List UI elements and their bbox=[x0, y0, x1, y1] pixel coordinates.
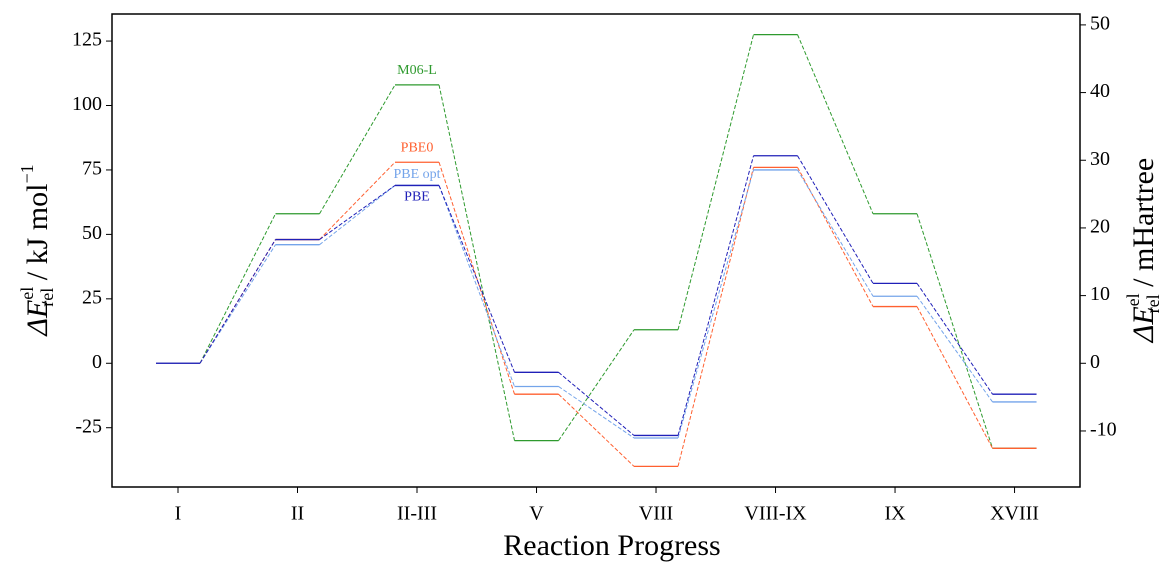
y2-label-sup: el bbox=[1123, 293, 1143, 306]
x-tick-label: VIII-IX bbox=[744, 503, 807, 525]
connector bbox=[916, 295, 993, 403]
x-axis-label: Reaction Progress bbox=[503, 529, 720, 562]
y-tick-label: 125 bbox=[72, 29, 102, 51]
y2-tick-label: 20 bbox=[1090, 216, 1110, 238]
y-tick-label: 100 bbox=[72, 93, 102, 115]
connector bbox=[438, 84, 516, 441]
connector bbox=[916, 306, 993, 449]
connector bbox=[916, 213, 994, 449]
connector bbox=[199, 244, 276, 364]
y2-axis-label: ΔEelrel / mHartree bbox=[1123, 158, 1163, 344]
x-tick-label: IX bbox=[884, 503, 906, 525]
connector bbox=[558, 329, 635, 441]
plot-frame bbox=[111, 13, 1081, 488]
series-label: PBE bbox=[404, 190, 430, 205]
connector bbox=[677, 169, 755, 439]
connector bbox=[558, 371, 635, 436]
y-tick-label: -25 bbox=[75, 415, 102, 437]
connector bbox=[916, 283, 993, 395]
y2-tick-label: 10 bbox=[1090, 283, 1110, 305]
y2-label-sub: rel bbox=[1143, 294, 1163, 313]
connector bbox=[677, 155, 755, 436]
x-tick-label: V bbox=[529, 503, 544, 525]
connector bbox=[438, 185, 515, 373]
connector bbox=[319, 161, 396, 240]
x-tick-label: II-III bbox=[397, 503, 437, 525]
connector bbox=[677, 34, 755, 330]
y2-tick-label: 0 bbox=[1090, 351, 1100, 373]
y2-label-unit: / mHartree bbox=[1127, 158, 1160, 295]
y-label-unit-sup: −1 bbox=[17, 164, 37, 183]
connector bbox=[199, 239, 276, 364]
series-label: PBE0 bbox=[401, 140, 434, 155]
y-axis-label: ΔEelrel / kJ mol−1 bbox=[17, 164, 57, 336]
connector bbox=[438, 185, 515, 387]
connector bbox=[558, 393, 635, 467]
connector bbox=[677, 167, 755, 467]
series-label: M06-L bbox=[397, 63, 437, 78]
series-label: PBE opt bbox=[393, 167, 440, 182]
connector bbox=[319, 185, 396, 240]
y2-label-symbol: ΔE bbox=[1127, 306, 1160, 343]
y-label-symbol: ΔE bbox=[21, 300, 54, 337]
connector bbox=[558, 386, 635, 439]
y-label-sup: el bbox=[17, 287, 37, 300]
x-tick-label: II bbox=[291, 503, 304, 525]
y-tick-label: 0 bbox=[92, 351, 102, 373]
x-tick-label: I bbox=[175, 503, 182, 525]
y2-tick-label: 40 bbox=[1090, 80, 1110, 102]
y2-tick-label: -10 bbox=[1090, 419, 1117, 441]
connector bbox=[319, 185, 396, 246]
connector bbox=[199, 213, 276, 364]
y-tick-label: 25 bbox=[82, 286, 102, 308]
y2-tick-label: 30 bbox=[1090, 148, 1110, 170]
y-tick-label: 50 bbox=[82, 222, 102, 244]
connector bbox=[797, 155, 874, 284]
y-label-sub: rel bbox=[37, 288, 57, 307]
x-tick-label: VIII bbox=[639, 503, 673, 525]
connector bbox=[797, 169, 874, 297]
x-tick-label: XVIII bbox=[990, 503, 1039, 525]
y-label-unit: / kJ mol bbox=[21, 184, 54, 288]
y-tick-label: 75 bbox=[82, 158, 102, 180]
y2-tick-label: 50 bbox=[1090, 12, 1110, 34]
connector bbox=[319, 84, 396, 215]
connector bbox=[797, 34, 874, 214]
connector bbox=[438, 162, 515, 395]
